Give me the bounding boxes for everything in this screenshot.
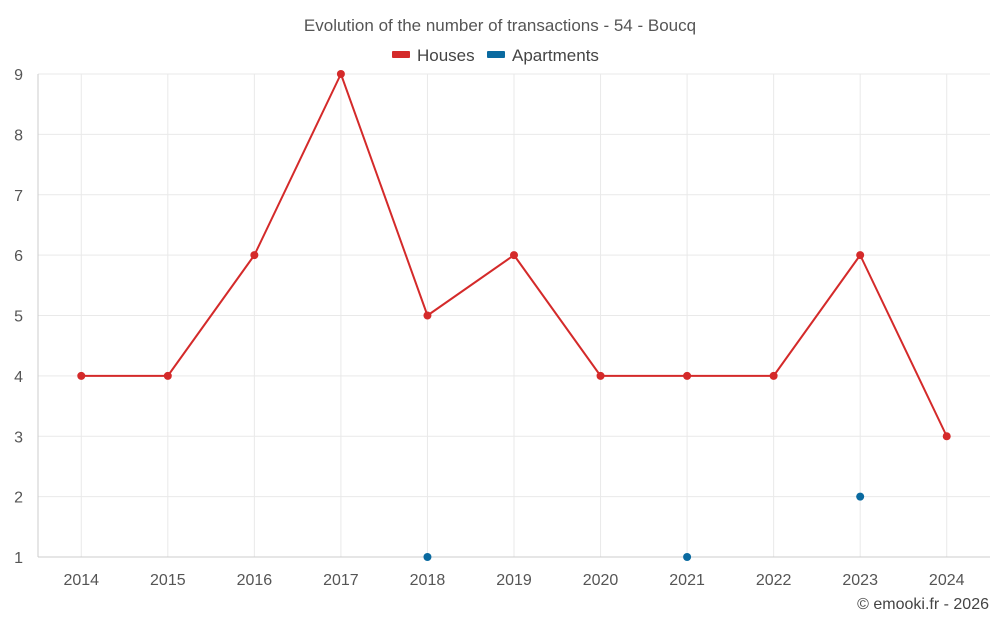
data-point-houses[interactable] (163, 371, 172, 380)
data-point-apartments[interactable] (856, 492, 865, 501)
x-tick-label: 2014 (63, 572, 99, 589)
x-tick-label: 2015 (150, 572, 186, 589)
y-tick-label: 4 (14, 369, 23, 386)
data-point-houses[interactable] (856, 251, 865, 260)
series-apartments (423, 492, 865, 561)
data-point-houses[interactable] (769, 371, 778, 380)
data-point-houses[interactable] (683, 371, 692, 380)
x-tick-label: 2016 (237, 572, 273, 589)
series-houses (77, 70, 951, 441)
legend: Houses Apartments (392, 46, 599, 65)
chart-title: Evolution of the number of transactions … (304, 16, 696, 35)
data-point-houses[interactable] (77, 371, 86, 380)
axes: 1 2 3 4 5 6 7 8 9 2014 2015 2016 2017 2018 2019 2020 202… (14, 67, 990, 589)
data-point-houses[interactable] (336, 70, 345, 78)
data-point-houses[interactable] (942, 432, 951, 441)
legend-label-houses: Houses (417, 46, 475, 65)
data-point-houses[interactable] (423, 311, 432, 320)
y-tick-label: 3 (14, 429, 23, 446)
x-tick-label: 2018 (410, 572, 446, 589)
x-tick-label: 2019 (496, 572, 532, 589)
y-tick-label: 2 (14, 490, 23, 507)
y-tick-label: 5 (14, 309, 23, 326)
y-tick-label: 9 (14, 67, 23, 84)
series (77, 70, 951, 561)
grid (38, 73, 990, 557)
legend-swatch-houses (392, 51, 410, 58)
data-point-apartments[interactable] (683, 553, 692, 561)
x-tick-label: 2024 (929, 572, 965, 589)
data-point-houses[interactable] (250, 251, 259, 260)
x-tick-label: 2022 (756, 572, 792, 589)
y-tick-label: 6 (14, 248, 23, 265)
legend-label-apartments: Apartments (512, 46, 599, 65)
x-tick-label: 2023 (842, 572, 878, 589)
x-tick-label: 2020 (583, 572, 619, 589)
x-tick-label: 2017 (323, 572, 359, 589)
credit-text: © emooki.fr - 2026 (857, 596, 989, 613)
legend-item-houses[interactable]: Houses (392, 46, 475, 65)
data-point-houses[interactable] (596, 371, 605, 380)
legend-item-apartments[interactable]: Apartments (487, 46, 599, 65)
data-point-apartments[interactable] (423, 553, 432, 561)
y-tick-label: 7 (14, 188, 23, 205)
y-tick-label: 1 (14, 550, 23, 567)
data-point-houses[interactable] (510, 251, 518, 260)
legend-swatch-apartments (487, 51, 505, 58)
y-tick-label: 8 (14, 127, 23, 144)
x-tick-label: 2021 (669, 572, 705, 589)
